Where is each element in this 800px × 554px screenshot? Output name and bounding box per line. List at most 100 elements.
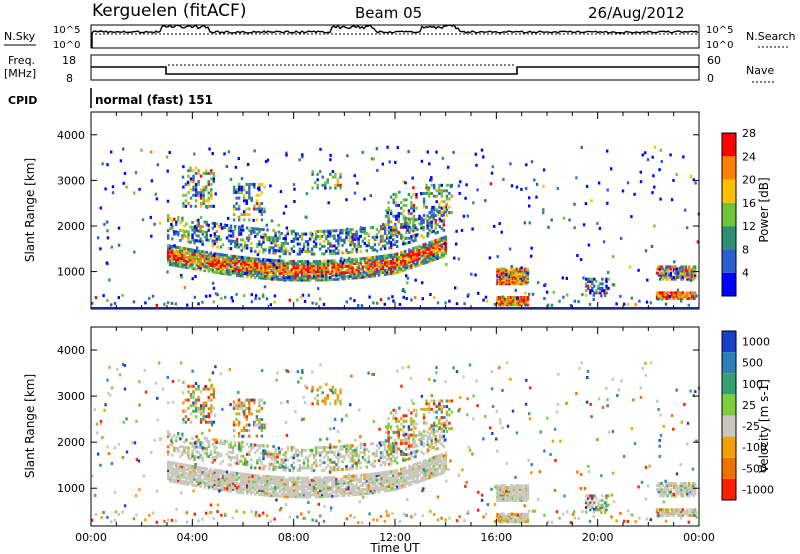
- velocity-cell: [280, 482, 283, 486]
- power-cell: [587, 243, 591, 247]
- velocity-cell: [428, 476, 431, 480]
- power-cell: [389, 228, 393, 232]
- power-cell: [365, 260, 368, 264]
- power-cell: [474, 273, 477, 277]
- power-cell: [243, 294, 246, 298]
- power-cell: [257, 186, 260, 190]
- power-cell: [229, 271, 233, 274]
- power-cell: [381, 271, 385, 275]
- power-cell: [526, 297, 530, 301]
- power-cell: [290, 262, 293, 265]
- velocity-cell: [211, 472, 214, 476]
- velocity-cell: [367, 485, 370, 489]
- power-cell: [234, 165, 238, 169]
- velocity-cell: [428, 434, 431, 438]
- power-cell: [248, 185, 251, 189]
- power-cell: [254, 261, 257, 265]
- power-cell: [141, 218, 145, 222]
- velocity-cell: [197, 440, 200, 444]
- power-cell: [258, 227, 261, 231]
- power-cell: [408, 230, 411, 234]
- power-cell: [262, 240, 265, 244]
- velocity-cell: [341, 460, 344, 464]
- velocity-cell: [223, 470, 227, 474]
- velocity-cell: [420, 435, 423, 439]
- power-cell: [242, 270, 245, 274]
- power-cell: [335, 273, 338, 277]
- velocity-cell: [219, 462, 223, 465]
- power-cell: [662, 295, 665, 299]
- power-cell: [339, 261, 342, 265]
- power-cell: [225, 165, 228, 168]
- power-cell: [262, 228, 265, 232]
- power-cell: [294, 235, 298, 238]
- velocity-cell: [240, 489, 243, 492]
- power-cell: [227, 268, 231, 272]
- nsky-panel: N.Sky 10^5 10^0 10^5 10^0 N.Search: [4, 24, 796, 51]
- power-cell: [424, 259, 427, 263]
- velocity-cell: [331, 486, 334, 490]
- power-cell: [219, 271, 223, 275]
- velocity-cell: [244, 472, 247, 476]
- velocity-cell: [404, 468, 407, 472]
- power-cell: [229, 254, 233, 258]
- velocity-cell: [237, 449, 241, 453]
- velocity-cell: [302, 489, 306, 493]
- velocity-cell: [231, 446, 235, 449]
- power-cell: [500, 278, 504, 282]
- velocity-cell: [237, 441, 241, 445]
- velocity-cell: [408, 477, 411, 481]
- power-cell: [510, 275, 513, 278]
- velocity-cell: [339, 447, 342, 451]
- power-cell: [353, 274, 356, 278]
- power-cell: [302, 262, 306, 266]
- velocity-cell: [396, 451, 399, 455]
- power-cell: [327, 247, 330, 251]
- velocity-cell: [270, 492, 273, 495]
- power-cell: [396, 252, 399, 256]
- power-cell: [660, 295, 663, 299]
- velocity-cell: [351, 456, 354, 460]
- power-cell: [568, 218, 571, 222]
- velocity-cell: [286, 478, 289, 482]
- power-cell: [260, 182, 264, 186]
- power-cell: [513, 303, 516, 307]
- velocity-cell: [191, 481, 194, 485]
- velocity-cell: [357, 492, 360, 496]
- velocity-cell: [215, 483, 218, 487]
- power-cell: [681, 295, 685, 299]
- velocity-cell: [319, 453, 322, 457]
- velocity-cell: [308, 480, 312, 484]
- power-cell: [690, 296, 694, 300]
- power-cell: [387, 255, 391, 259]
- power-cell: [655, 295, 659, 299]
- power-cell: [496, 282, 499, 286]
- velocity-cell: [304, 448, 308, 452]
- power-cell: [444, 205, 448, 209]
- power-cell: [501, 295, 504, 299]
- power-cell: [187, 235, 190, 239]
- velocity-cell: [274, 455, 277, 459]
- power-cell: [391, 295, 394, 299]
- power-cell: [510, 265, 513, 269]
- velocity-cell: [240, 476, 243, 480]
- power-cell: [304, 264, 308, 268]
- power-cell: [573, 202, 576, 206]
- velocity-cell: [331, 484, 334, 488]
- power-cell: [179, 256, 182, 260]
- power-cell: [379, 265, 383, 269]
- power-cell: [323, 264, 326, 267]
- velocity-cell: [349, 479, 352, 482]
- power-cell: [408, 264, 411, 268]
- power-cell: [349, 228, 352, 232]
- velocity-cell: [349, 474, 352, 478]
- velocity-cell: [280, 480, 283, 484]
- velocity-cell: [349, 483, 352, 487]
- velocity-cell: [351, 454, 354, 458]
- velocity-cell: [290, 463, 293, 467]
- velocity-cell: [203, 475, 206, 479]
- power-cell: [231, 263, 235, 267]
- power-cell: [167, 246, 170, 250]
- velocity-cell: [260, 487, 263, 490]
